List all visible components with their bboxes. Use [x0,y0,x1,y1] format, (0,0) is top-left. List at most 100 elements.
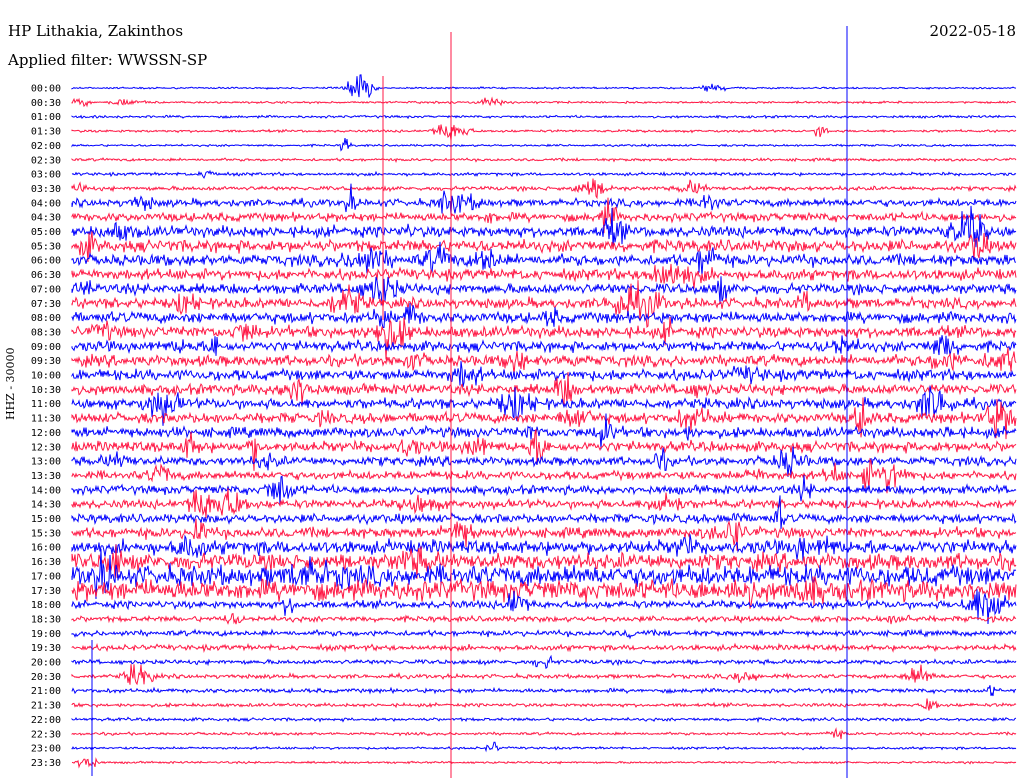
time-tick-label: 22:30 [31,729,61,740]
time-tick-label: 00:00 [31,84,61,95]
trace-row [71,548,1017,600]
time-tick-label: 12:30 [31,442,61,453]
time-tick-label: 23:00 [31,744,61,755]
trace-row [71,457,1017,494]
trace-row [71,612,1017,625]
trace-row [71,231,1017,263]
station-title: HP Lithakia, Zakinthos [8,22,184,40]
trace-row [71,371,1017,405]
time-tick-label: 14:00 [31,485,61,496]
time-tick-label: 02:30 [31,155,61,166]
time-tick-label: 10:30 [31,385,61,396]
trace-row [71,183,1017,216]
trace-row [71,361,1017,388]
time-tick-label: 08:00 [31,313,61,324]
trace-row [71,642,1017,654]
trace-row [71,178,1017,200]
trace-row [71,685,1017,697]
time-tick-label: 17:00 [31,571,61,582]
trace-row [71,698,1017,711]
time-tick-label: 04:00 [31,198,61,209]
trace-row [71,303,1017,328]
time-tick-label: 13:00 [31,457,61,468]
trace-row [71,487,1017,518]
trace-row [71,716,1017,723]
trace-row [71,628,1017,640]
time-tick-label: 08:30 [31,327,61,338]
time-tick-label: 05:30 [31,241,61,252]
trace-row [71,74,1017,98]
time-tick-label: 04:30 [31,213,61,224]
time-tick-label: 06:30 [31,270,61,281]
record-date: 2022-05-18 [929,22,1016,40]
time-tick-label: 03:00 [31,170,61,181]
time-tick-label: 09:30 [31,356,61,367]
time-tick-label: 01:00 [31,112,61,123]
time-tick-label: 15:30 [31,528,61,539]
trace-row [71,169,1017,179]
trace-row [71,576,1017,609]
time-tick-label: 06:00 [31,256,61,267]
trace-row [71,589,1017,625]
time-tick-label: 20:00 [31,658,61,669]
trace-row [71,124,1017,141]
time-tick-label: 16:00 [31,543,61,554]
trace-row [71,385,1017,426]
time-tick-label: 23:30 [31,758,61,769]
trace-row [71,138,1017,152]
time-tick-label: 21:30 [31,701,61,712]
time-tick-label: 12:00 [31,428,61,439]
trace-row [71,263,1017,289]
trace-row [71,280,1017,328]
time-tick-label: 19:30 [31,643,61,654]
time-tick-label: 00:30 [31,98,61,109]
time-tick-label: 11:00 [31,399,61,410]
time-tick-label: 01:30 [31,127,61,138]
time-tick-label: 13:30 [31,471,61,482]
trace-row [71,429,1017,471]
trace-row [71,727,1017,740]
trace-row [71,757,1017,769]
time-tick-label: 07:00 [31,284,61,295]
trace-row [71,276,1017,306]
trace-row [71,157,1017,164]
trace-row [71,96,1017,108]
trace-row [71,544,1017,579]
time-tick-label: 15:00 [31,514,61,525]
time-tick-label: 05:00 [31,227,61,238]
time-tick-label: 22:00 [31,715,61,726]
time-tick-label: 02:00 [31,141,61,152]
trace-row [71,335,1017,356]
time-tick-label: 19:00 [31,629,61,640]
trace-row [71,205,1017,248]
trace-row [71,316,1017,360]
trace-row [71,114,1017,120]
channel-axis-label: HHZ - 30000 [4,347,17,420]
time-tick-label: 21:00 [31,686,61,697]
trace-row [71,518,1017,551]
time-tick-label: 11:30 [31,414,61,425]
trace-row [71,347,1017,375]
time-tick-label: 16:30 [31,557,61,568]
time-tick-label: 07:30 [31,299,61,310]
trace-row [71,495,1017,529]
time-tick-label: 09:00 [31,342,61,353]
trace-row [71,654,1017,670]
time-tick-label: 20:30 [31,672,61,683]
time-tick-label: 18:30 [31,614,61,625]
time-tick-label: 14:30 [31,500,61,511]
time-tick-label: 10:00 [31,371,61,382]
time-tick-label: 17:30 [31,586,61,597]
trace-row [71,197,1017,234]
trace-row [71,241,1017,276]
trace-row [71,664,1017,686]
filter-label: Applied filter: WWSSN-SP [8,51,208,69]
time-tick-label: 03:30 [31,184,61,195]
trace-row [71,534,1017,562]
trace-row [71,397,1017,440]
time-tick-label: 18:00 [31,600,61,611]
trace-row [71,741,1017,753]
trace-row [71,446,1017,477]
